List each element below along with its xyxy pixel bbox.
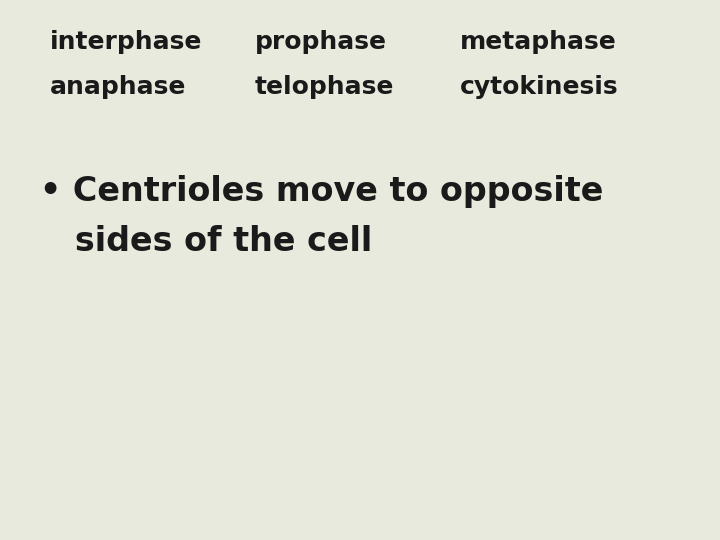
- Text: • Centrioles move to opposite: • Centrioles move to opposite: [40, 175, 603, 208]
- Text: prophase: prophase: [255, 30, 387, 54]
- Text: anaphase: anaphase: [50, 75, 186, 99]
- Text: metaphase: metaphase: [460, 30, 617, 54]
- Text: cytokinesis: cytokinesis: [460, 75, 618, 99]
- Text: sides of the cell: sides of the cell: [40, 225, 372, 258]
- Text: interphase: interphase: [50, 30, 202, 54]
- Text: telophase: telophase: [255, 75, 395, 99]
